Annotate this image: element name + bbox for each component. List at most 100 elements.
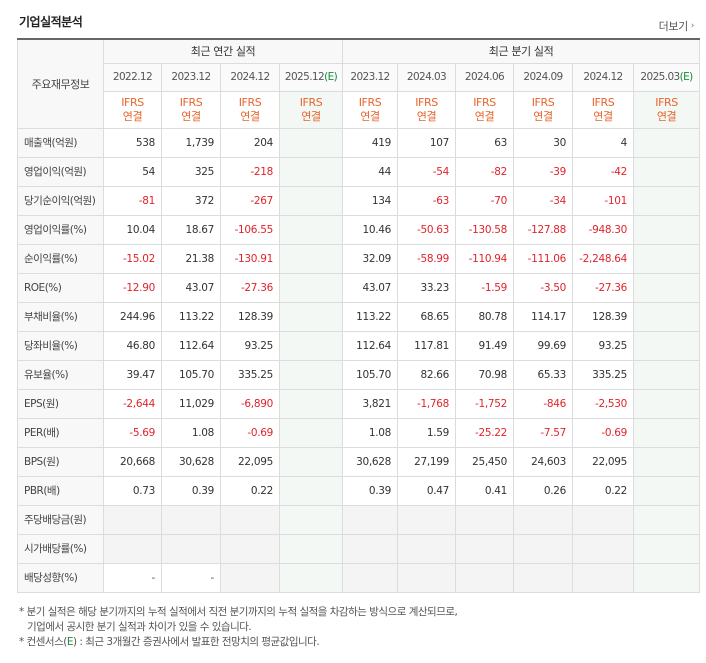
row-label: 배당성향(%) [17,562,104,593]
table-cell: 27,199 [397,446,457,477]
table-cell: 1.08 [342,417,399,448]
row-header: 주요재무정보 [17,38,104,129]
table-cell [633,185,701,216]
row-label: 당좌비율(%) [17,330,104,361]
table-cell: 372 [161,185,221,216]
table-cell: -0.69 [220,417,280,448]
row-label: 영업이익(억원) [17,156,104,187]
table-cell: 244.96 [103,301,162,332]
table-cell: -81 [103,185,162,216]
table-cell [278,272,344,303]
table-cell: -58.99 [397,243,457,274]
table-cell: 21.38 [161,243,221,274]
table-cell: 20,668 [103,446,162,477]
table-cell: 204 [220,127,280,158]
table-cell: 1.08 [161,417,221,448]
table-cell [633,475,701,506]
row-label: 당기순이익(억원) [17,185,104,216]
annual-group-header: 최근 연간 실적 [102,38,344,64]
table-cell: 0.41 [455,475,515,506]
table-cell: -25.22 [455,417,515,448]
table-cell: -7.57 [513,417,574,448]
table-cell [633,504,701,535]
table-cell [633,243,701,274]
table-cell: 128.39 [220,301,280,332]
table-cell [572,533,635,564]
section-title: 기업실적분석 [19,15,83,29]
table-cell: 43.07 [342,272,399,303]
table-cell: -34 [513,185,574,216]
ifrs-badge: IFRS 연결 [278,90,344,129]
table-cell [633,417,701,448]
table-cell: 10.04 [103,214,162,245]
table-cell: 32.09 [342,243,399,274]
table-cell: 1,739 [161,127,221,158]
ifrs-badge: IFRS 연결 [633,90,701,129]
row-label: 부채비율(%) [17,301,104,332]
table-cell [161,533,221,564]
table-cell [342,504,399,535]
row-label: 순이익률(%) [17,243,104,274]
table-cell: 335.25 [220,359,280,390]
table-cell: -111.06 [513,243,574,274]
table-cell [278,243,344,274]
table-cell [633,388,701,419]
table-cell: 91.49 [455,330,515,361]
table-row: 당기순이익(억원) -81 372 -267 134 -63 -70 -34 -101 [17,185,701,216]
table-cell [103,533,162,564]
table-cell [278,504,344,535]
table-cell: 30,628 [161,446,221,477]
table-cell: 107 [397,127,457,158]
table-cell: -1,768 [397,388,457,419]
table-cell: 0.39 [342,475,399,506]
table-cell: 25,450 [455,446,515,477]
table-cell: -110.94 [455,243,515,274]
quarter-group-header: 최근 분기 실적 [342,38,701,64]
table-row: BPS(원) 20,668 30,628 22,095 30,628 27,199 25,4… [17,446,701,477]
period-header: 2024.12 [572,62,635,92]
table-cell: 134 [342,185,399,216]
table-cell: 93.25 [220,330,280,361]
table-cell: 33.23 [397,272,457,303]
table-cell [513,562,574,593]
financial-table: 주요재무정보 최근 연간 실적 최근 분기 실적 2022.12 2023.12 2024… [17,38,701,593]
table-cell [278,156,344,187]
table-cell: -27.36 [220,272,280,303]
table-cell [513,504,574,535]
ifrs-badge: IFRS 연결 [572,90,635,129]
table-cell: -15.02 [103,243,162,274]
table-cell: -12.90 [103,272,162,303]
table-cell: 105.70 [342,359,399,390]
table-cell [397,533,457,564]
table-cell: 18.67 [161,214,221,245]
table-cell [633,562,701,593]
period-header: 2024.12 [220,62,280,92]
table-cell [278,417,344,448]
more-link[interactable]: 더보기 › [658,18,695,34]
table-cell: 112.64 [161,330,221,361]
table-cell: 82.66 [397,359,457,390]
table-cell: -846 [513,388,574,419]
table-cell: 44 [342,156,399,187]
table-cell [455,562,515,593]
table-cell [455,533,515,564]
table-cell: -130.91 [220,243,280,274]
row-label: 유보율(%) [17,359,104,390]
table-cell: - [161,562,221,593]
table-cell [278,562,344,593]
ifrs-badge: IFRS 연결 [397,90,457,129]
more-label: 더보기 [658,20,689,33]
table-cell [633,127,701,158]
table-cell: -39 [513,156,574,187]
table-cell [633,156,701,187]
table-cell [342,562,399,593]
table-cell: -1.59 [455,272,515,303]
table-cell [397,504,457,535]
table-cell [633,272,701,303]
table-cell: 0.39 [161,475,221,506]
table-cell [633,359,701,390]
table-cell [278,185,344,216]
table-cell: 325 [161,156,221,187]
table-cell: 3,821 [342,388,399,419]
table-cell [278,533,344,564]
